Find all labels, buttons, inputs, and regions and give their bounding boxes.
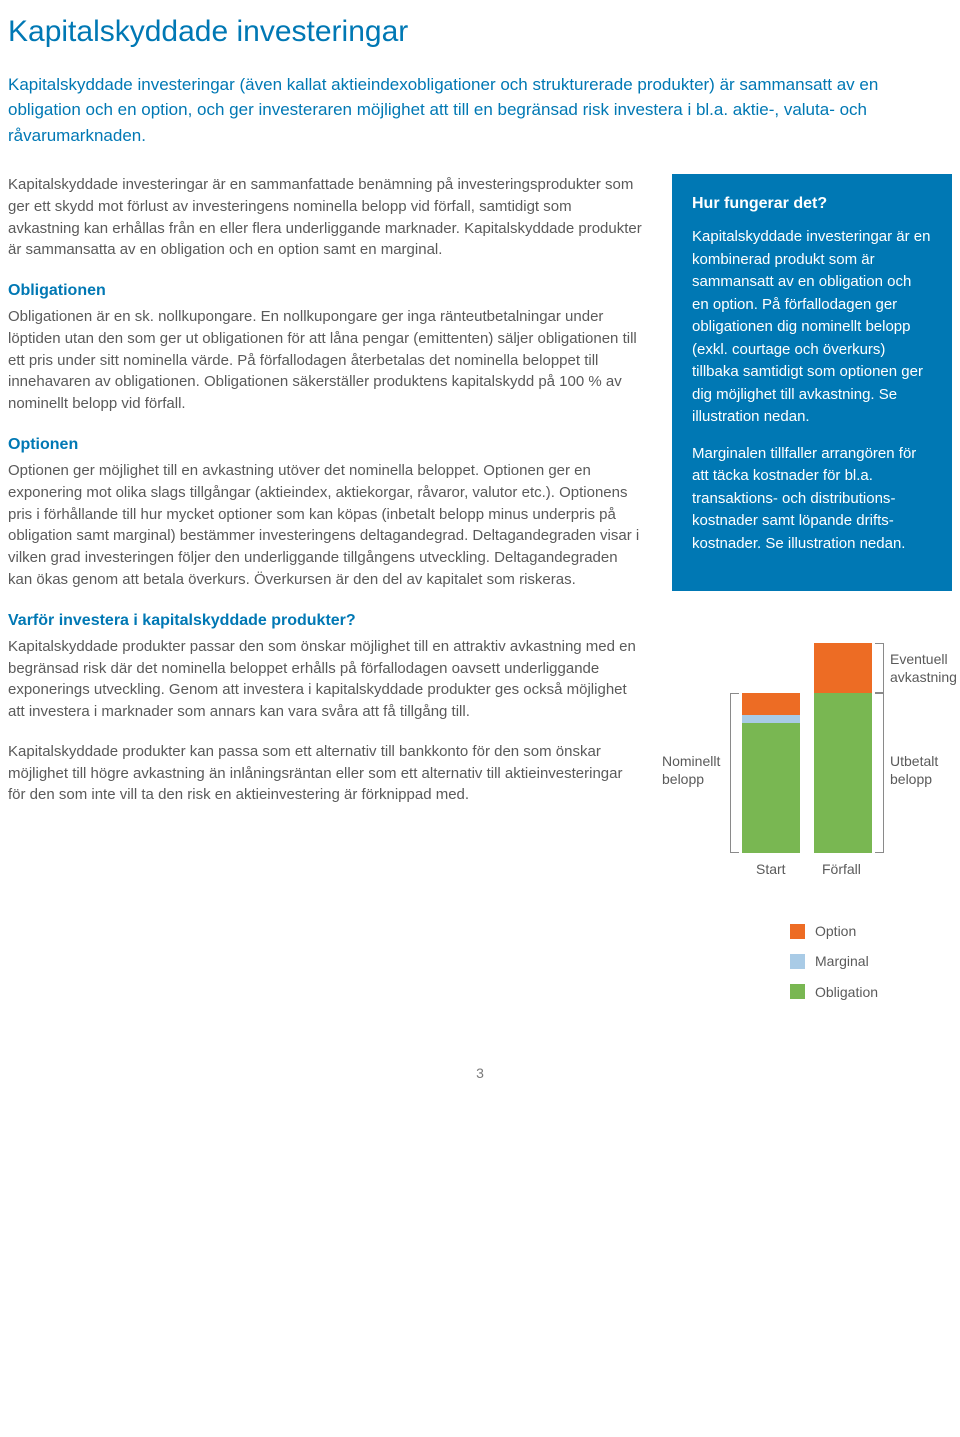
bar-forfall-obligation [814,693,872,853]
obligation-heading: Obligationen [8,279,644,302]
swatch-obligation [790,984,805,999]
label-nominellt-l2: belopp [662,771,704,787]
legend-label-obligation: Obligation [815,982,878,1002]
swatch-option [790,924,805,939]
summary-paragraph: Kapitalskyddade investeringar är en samm… [8,174,644,261]
callout-paragraph-2: Marginalen tillfaller arrangören för att… [692,443,932,556]
chart-legend: Option Marginal Obligation [790,921,878,1012]
bar-forfall [814,643,872,853]
right-column: Hur fungerar det? Kapitalskyddade invest… [672,174,952,1003]
why-paragraph-2: Kapitalskyddade produkter kan passa som … [8,741,644,806]
two-column-layout: Kapitalskyddade investeringar är en samm… [8,174,952,1003]
obligation-paragraph: Obligationen är en sk. nollkupongare. En… [8,306,644,415]
bar-start-option [742,693,800,715]
left-column: Kapitalskyddade investeringar är en samm… [8,174,644,824]
legend-obligation: Obligation [790,982,878,1002]
why-heading: Varför investera i kapitalskyddade produ… [8,609,644,632]
legend-marginal: Marginal [790,951,878,971]
bracket-utbetalt [875,693,884,853]
callout-paragraph-1: Kapitalskyddade investeringar är en komb… [692,226,932,429]
label-eventuell: Eventuell avkastning [890,651,957,686]
legend-label-marginal: Marginal [815,951,869,971]
bar-start-obligation [742,723,800,853]
bar-start [742,693,800,853]
label-utbetalt-l1: Utbetalt [890,753,938,769]
bar-start-marginal [742,715,800,723]
page-title: Kapitalskyddade investeringar [8,10,952,54]
label-utbetalt: Utbetalt belopp [890,753,938,788]
option-heading: Optionen [8,433,644,456]
callout-title: Hur fungerar det? [692,192,932,216]
label-eventuell-l1: Eventuell [890,651,948,667]
callout-box: Hur fungerar det? Kapitalskyddade invest… [672,174,952,591]
swatch-marginal [790,954,805,969]
why-paragraph-1: Kapitalskyddade produkter passar den som… [8,636,644,723]
label-nominellt: Nominellt belopp [662,753,728,788]
illustration-chart: Nominellt belopp Eventuell avkastning Ut… [672,643,952,1003]
axis-label-forfall: Förfall [822,859,861,879]
label-utbetalt-l2: belopp [890,771,932,787]
bar-forfall-option [814,643,872,693]
axis-label-start: Start [756,859,786,879]
label-eventuell-l2: avkastning [890,669,957,685]
chart-bars [742,643,872,853]
legend-label-option: Option [815,921,856,941]
bracket-avkastning [875,643,884,693]
label-nominellt-l1: Nominellt [662,753,720,769]
option-paragraph: Optionen ger möjlighet till en avkastnin… [8,460,644,591]
page-number: 3 [8,1063,952,1083]
legend-option: Option [790,921,878,941]
intro-paragraph: Kapitalskyddade investeringar (även kall… [8,72,952,149]
bracket-nominellt [730,693,739,853]
